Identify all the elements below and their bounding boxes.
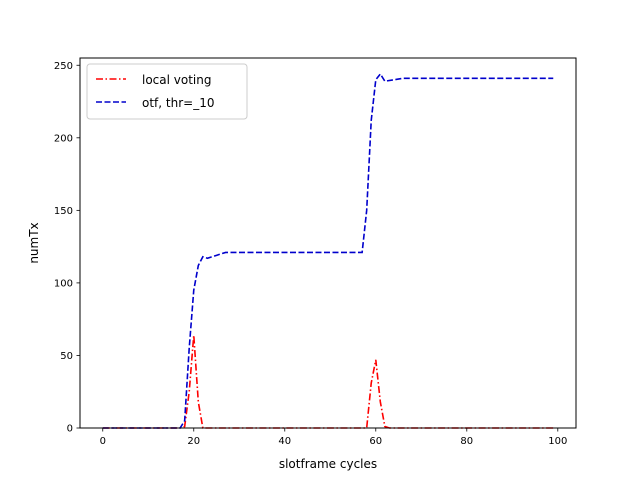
y-axis-label: numTx (27, 222, 41, 263)
legend: local voting otf, thr=_10 (86, 63, 248, 120)
x-axis-label: slotframe cycles (279, 457, 377, 471)
plot-series-group (102, 72, 554, 429)
x-tick-label: 0 (100, 436, 106, 447)
y-tick-label: 100 (54, 278, 73, 289)
y-tick-label: 200 (54, 133, 73, 144)
y-axis: 0 50 100 150 200 250 (54, 61, 80, 435)
y-tick-label: 50 (60, 351, 73, 362)
legend-label-local-voting: local voting (142, 73, 211, 87)
y-tick-label: 250 (54, 61, 73, 72)
series-line-1 (102, 72, 554, 429)
x-tick-label: 100 (548, 436, 567, 447)
legend-label-otf: otf, thr=_10 (142, 96, 214, 110)
y-tick-label: 0 (67, 424, 73, 435)
plot-area-frame (79, 57, 577, 429)
x-tick-label: 20 (187, 436, 200, 447)
x-tick-label: 40 (278, 436, 291, 447)
legend-box (86, 63, 248, 120)
x-axis: 0 20 40 60 80 100 (100, 428, 567, 447)
x-tick-label: 80 (460, 436, 473, 447)
series-line-0 (102, 335, 554, 429)
x-tick-label: 60 (369, 436, 382, 447)
y-tick-label: 150 (54, 206, 73, 217)
